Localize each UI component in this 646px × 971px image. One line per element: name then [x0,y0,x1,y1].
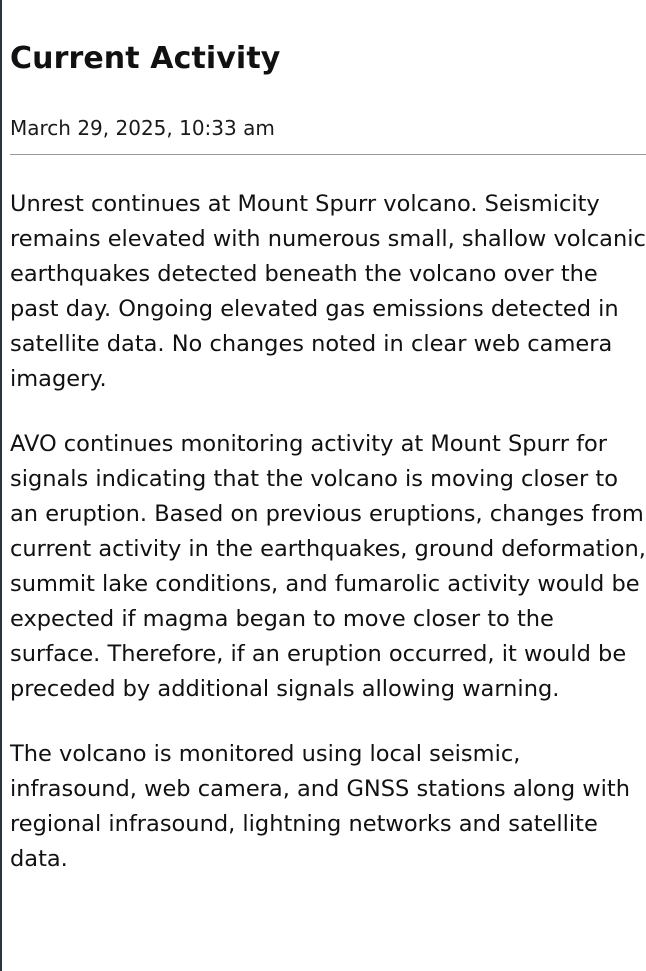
activity-paragraph-2: AVO continues monitoring activity at Mou… [10,431,646,702]
activity-paragraph-1: Unrest continues at Mount Spurr volcano.… [10,191,646,392]
activity-section: Current Activity March 29, 2025, 10:33 a… [10,0,646,877]
page-title: Current Activity [10,41,281,76]
update-timestamp: March 29, 2025, 10:33 am [10,116,275,140]
left-border [0,0,2,971]
activity-paragraph-3: The volcano is monitored using local sei… [10,741,631,872]
divider [10,154,646,155]
